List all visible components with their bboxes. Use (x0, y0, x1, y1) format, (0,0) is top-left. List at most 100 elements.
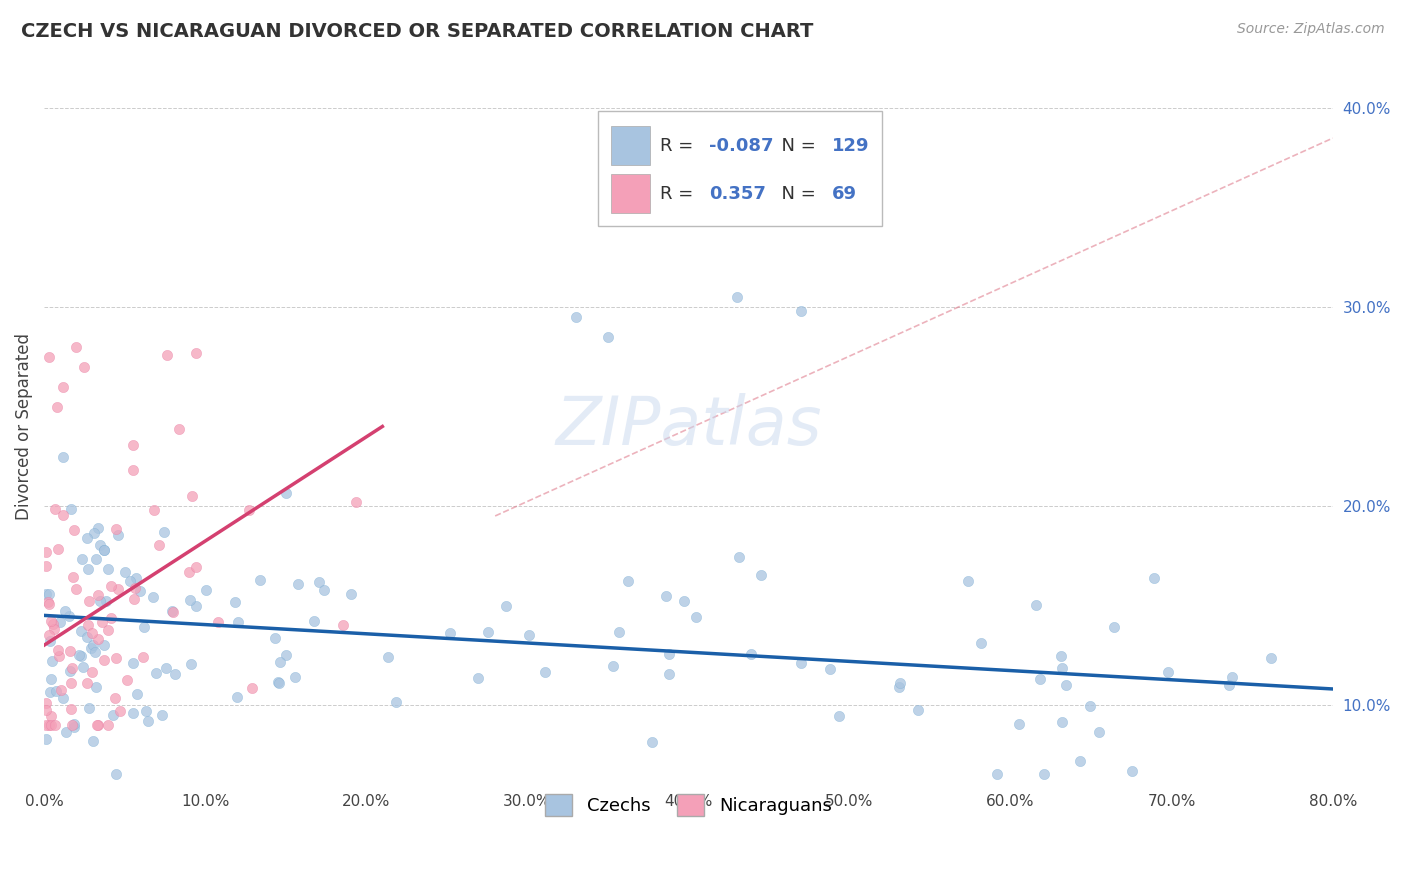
Point (35, 545, 58, 559)
Point (749, 568, 772, 582)
Point (39, 718, 62, 732)
Point (82, 625, 104, 640)
Point (35, 587, 58, 601)
Point (67, 648, 90, 662)
Point (96, 594, 118, 608)
Point (104, 690, 127, 705)
Point (77, 562, 100, 576)
Point (63, 720, 86, 734)
Point (42, 617, 65, 632)
Point (108, 704, 131, 718)
Point (35, 696, 58, 710)
Point (80, 665, 103, 679)
Legend: Czechs, Nicaraguans: Czechs, Nicaraguans (536, 786, 841, 825)
Point (970, 636, 993, 650)
Point (65, 582, 87, 596)
Point (907, 702, 929, 716)
Point (38, 350, 60, 364)
Point (162, 604, 184, 618)
Point (818, 662, 841, 676)
Point (658, 667, 681, 681)
Point (1025, 599, 1047, 613)
Point (517, 628, 540, 642)
Point (90, 615, 112, 630)
Point (62, 661, 84, 675)
Text: R =: R = (659, 136, 699, 155)
Point (167, 422, 190, 436)
Point (132, 649, 155, 664)
Text: -0.087: -0.087 (709, 136, 773, 155)
Point (55, 725, 77, 739)
Point (39, 614, 62, 628)
Point (142, 591, 165, 605)
Point (269, 655, 291, 669)
Point (86, 718, 108, 732)
Text: R =: R = (659, 185, 704, 202)
Point (655, 589, 678, 603)
Text: ZIPatlas: ZIPatlas (555, 393, 821, 459)
Point (60, 502, 83, 516)
Text: 129: 129 (831, 136, 869, 155)
Point (1157, 665, 1180, 680)
Point (49, 683, 72, 698)
Point (1054, 678, 1077, 692)
Point (101, 707, 124, 722)
Point (1050, 649, 1073, 664)
Point (52, 508, 75, 523)
Point (37, 595, 59, 609)
Point (76, 531, 98, 545)
Point (181, 489, 204, 503)
Point (274, 648, 297, 662)
Point (673, 593, 696, 607)
Point (125, 687, 148, 701)
Point (889, 680, 911, 694)
Point (122, 706, 145, 720)
Point (240, 681, 263, 695)
Point (44, 501, 66, 516)
Point (84, 552, 107, 566)
Point (1033, 767, 1056, 781)
Point (725, 290, 748, 304)
Point (38, 587, 60, 601)
Point (87, 718, 110, 732)
Point (195, 582, 218, 597)
Point (184, 560, 207, 574)
Point (46, 400, 69, 414)
Point (65, 340, 87, 354)
Point (79, 641, 101, 656)
Point (1121, 764, 1143, 779)
Point (740, 647, 762, 661)
Point (107, 582, 129, 596)
Point (274, 485, 297, 500)
Point (226, 690, 249, 705)
Point (122, 438, 145, 452)
Point (97, 562, 120, 576)
Point (93, 638, 115, 652)
Point (184, 345, 207, 359)
Point (224, 595, 246, 609)
Point (287, 577, 309, 591)
Point (48, 648, 70, 663)
Point (439, 625, 461, 640)
Point (70, 624, 93, 638)
Point (249, 573, 271, 587)
Point (226, 615, 249, 630)
Point (467, 671, 489, 685)
Point (89, 593, 111, 607)
Point (957, 574, 980, 588)
Point (1078, 698, 1101, 713)
Point (308, 575, 330, 590)
Point (332, 618, 354, 632)
Point (384, 695, 406, 709)
Text: 69: 69 (831, 185, 856, 202)
Point (122, 656, 145, 670)
Point (49, 615, 72, 629)
Point (96, 624, 118, 638)
Point (180, 657, 202, 671)
Point (35, 558, 58, 573)
Point (616, 574, 638, 588)
Point (52, 690, 75, 705)
Point (39, 672, 62, 686)
Point (124, 581, 146, 595)
Point (69, 649, 91, 664)
